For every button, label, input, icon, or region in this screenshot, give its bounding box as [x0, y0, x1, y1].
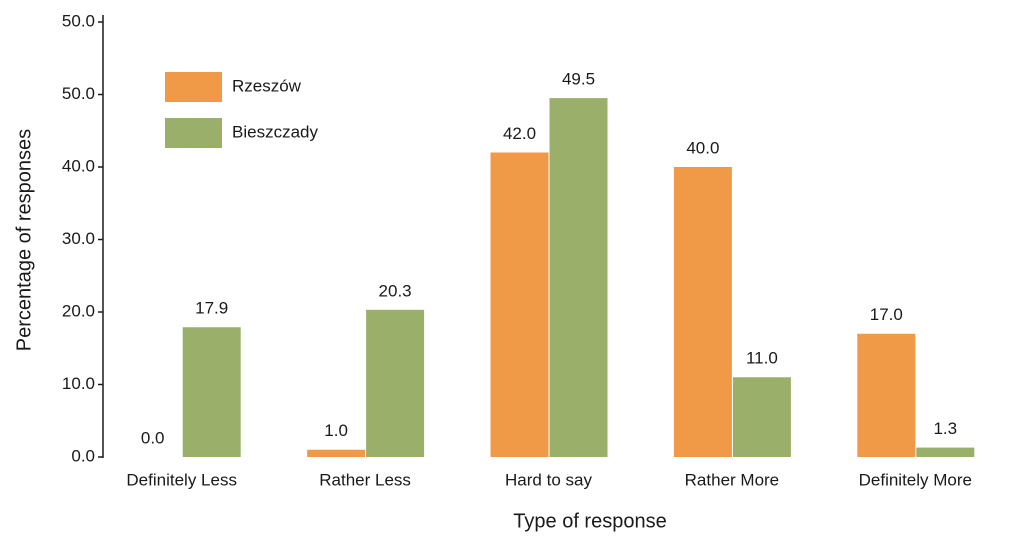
- bar: [916, 447, 975, 457]
- bar: [732, 377, 791, 457]
- y-axis-title: Percentage of responses: [13, 129, 35, 351]
- bar: [673, 167, 732, 457]
- x-tick-label: Hard to say: [505, 470, 592, 489]
- x-tick-label: Definitely More: [859, 470, 972, 489]
- y-tick-label: 0.0: [71, 446, 95, 465]
- x-axis-title: Type of response: [513, 510, 666, 532]
- bar: [366, 309, 425, 457]
- bar: [857, 333, 916, 457]
- y-tick-label: 50.0: [62, 11, 95, 30]
- x-tick-label: Rather Less: [319, 470, 411, 489]
- value-label: 11.0: [746, 349, 778, 368]
- value-label: 40.0: [686, 138, 719, 157]
- y-tick-label: 40.0: [62, 156, 95, 175]
- value-label: 42.0: [503, 124, 536, 143]
- bar: [490, 152, 549, 457]
- legend-label: Rzeszów: [232, 76, 302, 95]
- legend-label: Bieszczady: [232, 122, 318, 141]
- value-label: 1.3: [933, 419, 957, 438]
- value-label: 20.3: [379, 281, 412, 300]
- value-label: 17.0: [870, 305, 903, 324]
- bar: [549, 98, 608, 457]
- value-label: 1.0: [324, 421, 348, 440]
- x-tick-label: Definitely Less: [126, 470, 237, 489]
- bar: [307, 449, 366, 457]
- value-label: 17.9: [195, 299, 228, 318]
- value-label: 0.0: [141, 428, 165, 447]
- y-tick-label: 20.0: [62, 301, 95, 320]
- y-tick-label: 30.0: [62, 229, 95, 248]
- bar: [182, 327, 241, 457]
- y-tick-label: 50.0: [62, 84, 95, 103]
- legend-swatch: [165, 72, 222, 102]
- value-label: 49.5: [562, 70, 595, 89]
- x-tick-label: Rather More: [685, 470, 779, 489]
- legend-swatch: [165, 118, 222, 148]
- y-tick-label: 10.0: [62, 374, 95, 393]
